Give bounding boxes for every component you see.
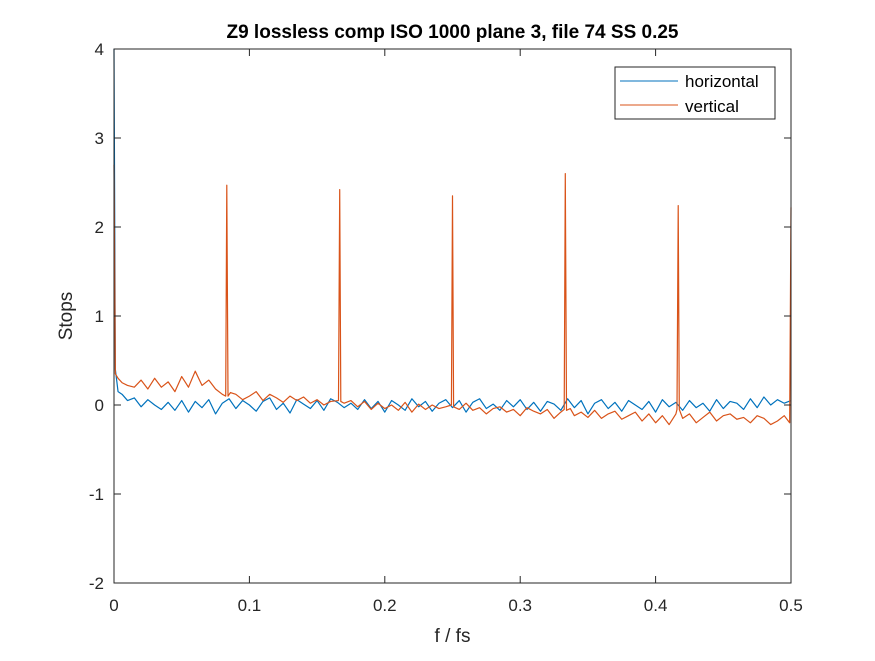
axes-layer: 0 0.1 0.2 0.3 0.4 0.5 -2 -1 0 1 2 3 4	[89, 40, 803, 615]
y-axis-label: Stops	[56, 292, 77, 341]
x-tick-label: 0.4	[644, 596, 668, 615]
x-tick-label: 0	[109, 596, 118, 615]
y-tick-label: -1	[89, 485, 104, 504]
y-tick-label: 2	[95, 218, 104, 237]
legend: horizontal vertical	[614, 66, 776, 120]
plot-area	[114, 49, 791, 583]
x-tick-label: 0.2	[373, 596, 397, 615]
x-tick-label: 0.5	[779, 596, 803, 615]
y-tick-label: 1	[95, 307, 104, 326]
x-tick-label: 0.3	[508, 596, 532, 615]
series-line-horizontal	[113, 48, 792, 415]
legend-label-vertical: vertical	[685, 97, 739, 116]
legend-label-horizontal: horizontal	[685, 72, 759, 91]
x-axis-label: f / fs	[435, 626, 471, 647]
series-layer	[113, 48, 792, 426]
x-tick-label: 0.1	[238, 596, 262, 615]
y-tick-label: 3	[95, 129, 104, 148]
chart-title: Z9 lossless comp ISO 1000 plane 3, file …	[226, 22, 678, 43]
y-tick-label: 0	[95, 396, 104, 415]
legend-box	[614, 66, 776, 120]
y-tick-label: 4	[95, 40, 104, 59]
series-line-vertical	[113, 164, 792, 426]
y-tick-label: -2	[89, 574, 104, 593]
